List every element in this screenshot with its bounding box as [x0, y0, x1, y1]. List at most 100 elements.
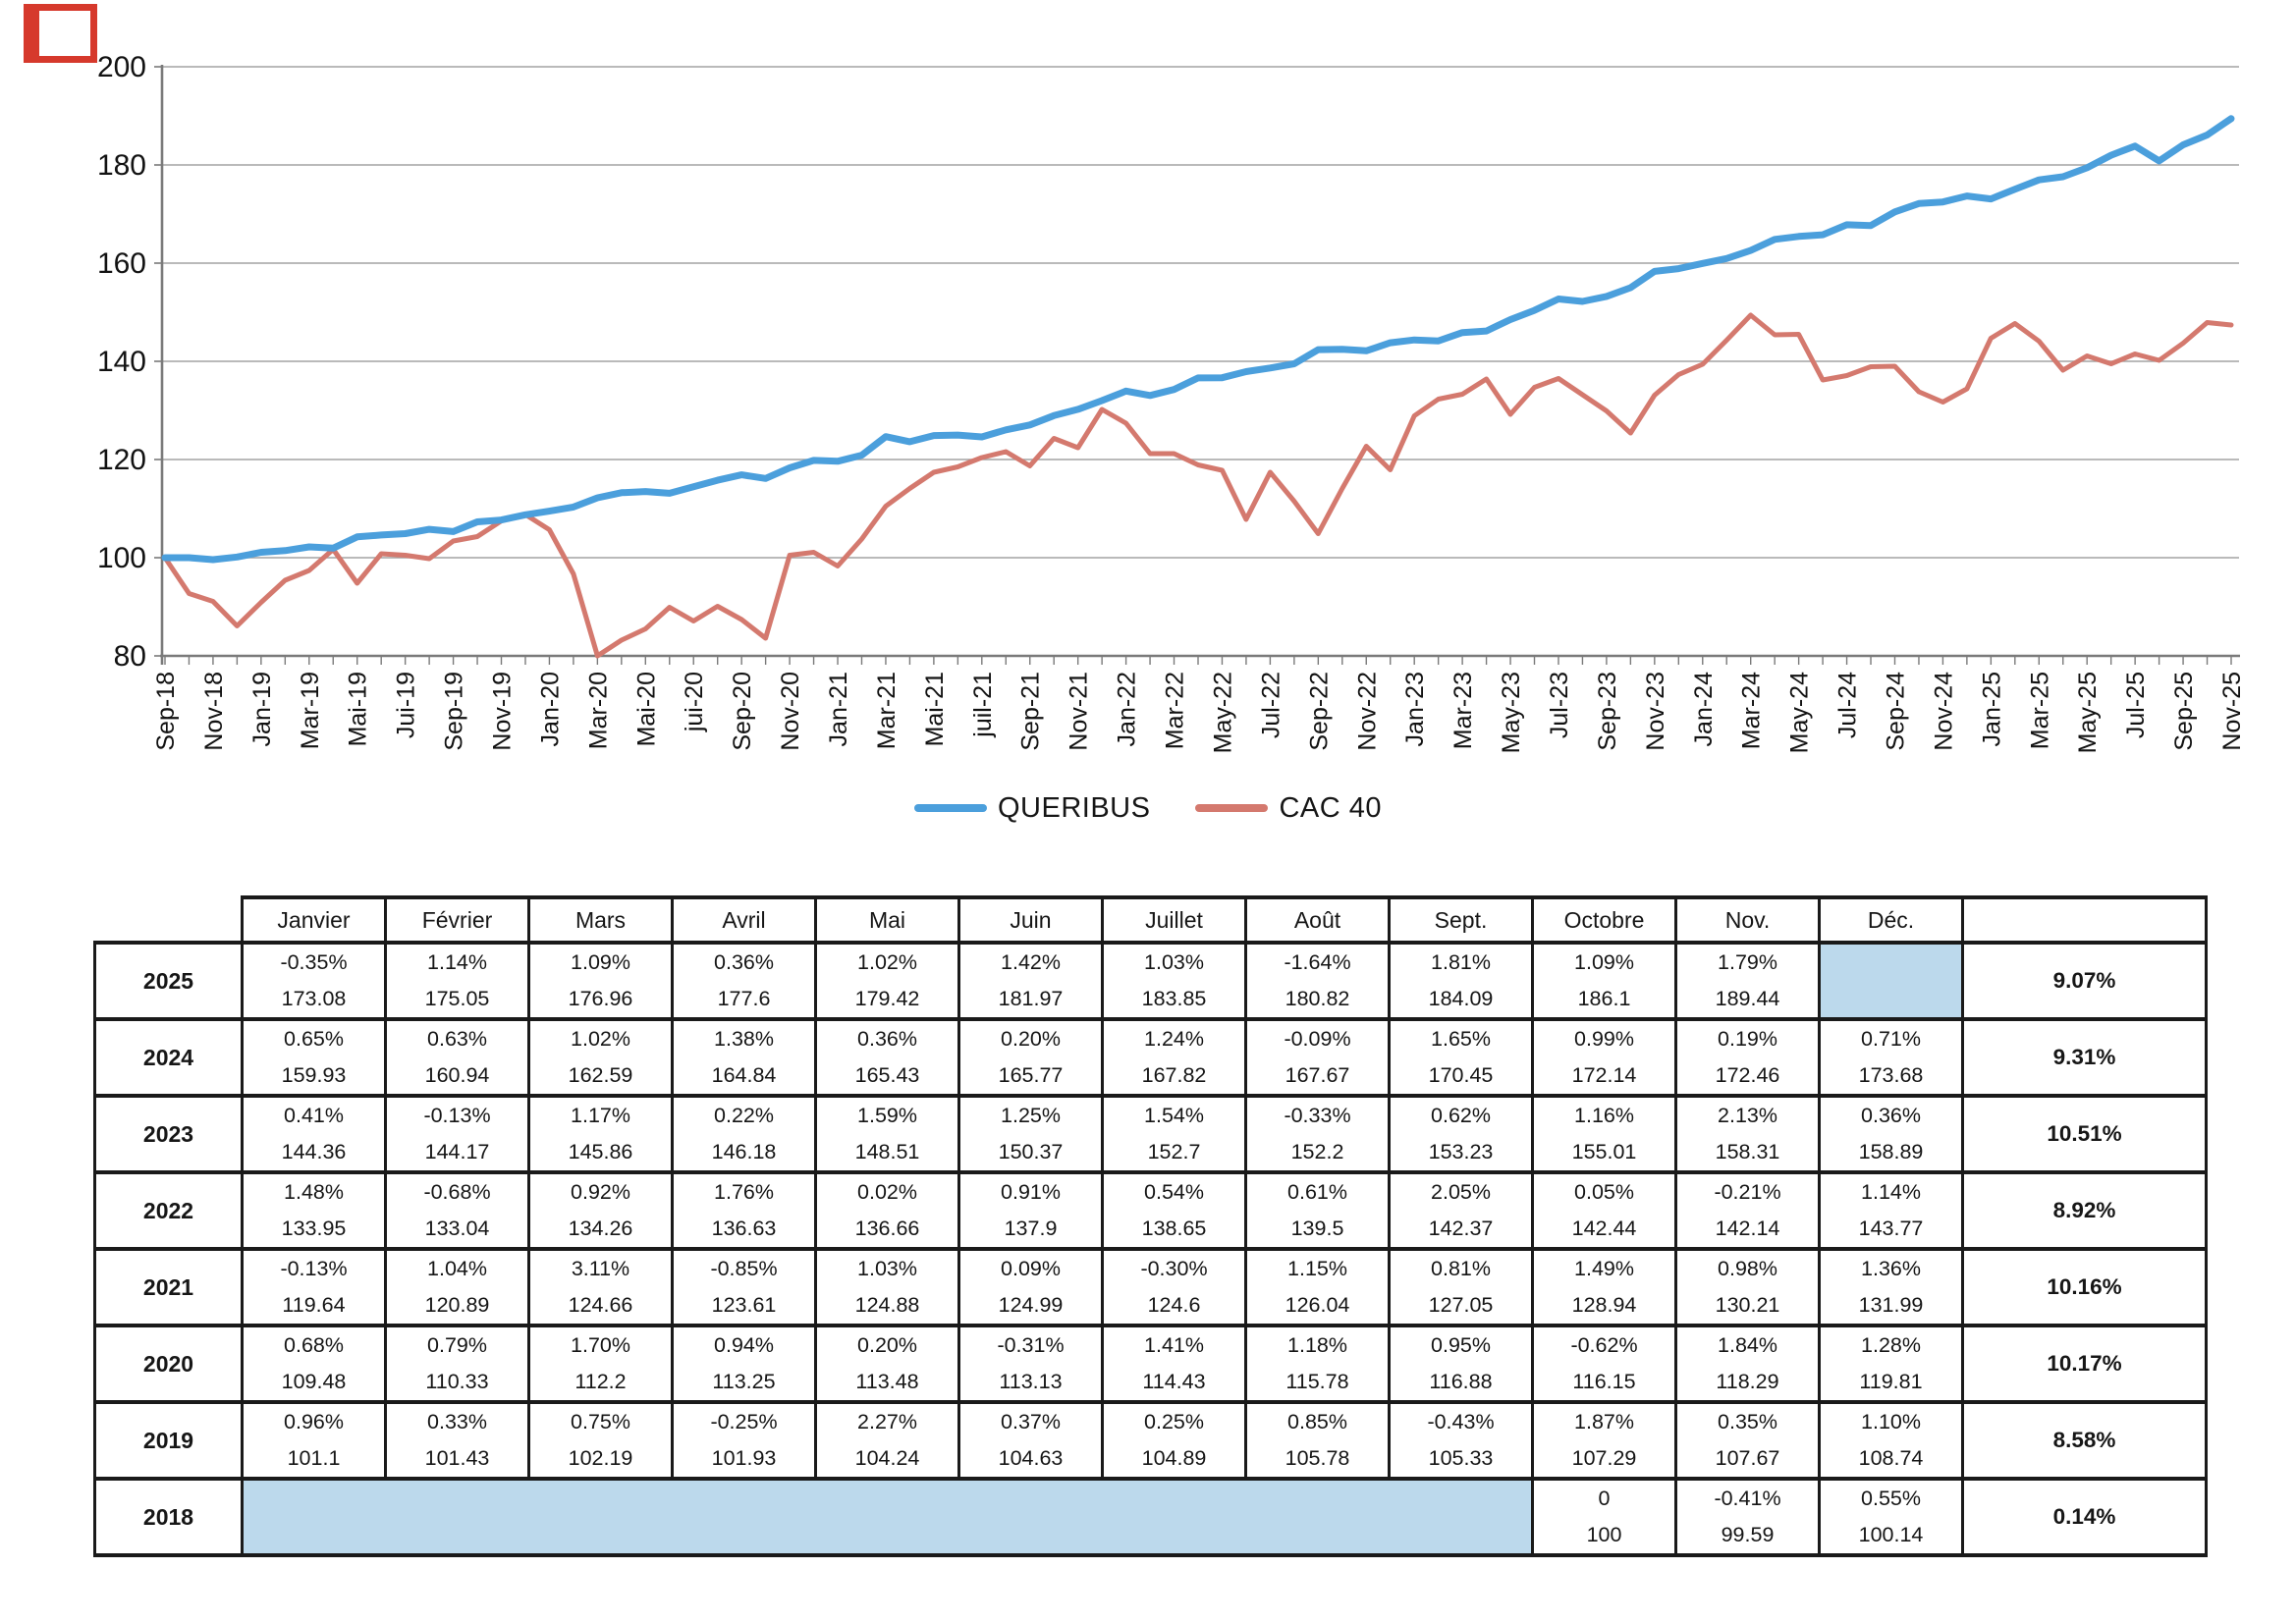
index-value: 172.14: [1571, 1063, 1637, 1087]
month-cell: 1.03% 183.85: [1101, 941, 1247, 1021]
monthly-return: 1.18%: [1287, 1333, 1347, 1357]
x-axis-label: Mar-21: [873, 672, 901, 749]
index-value: 131.99: [1858, 1293, 1924, 1317]
month-cell: 1.70% 112.2: [527, 1324, 674, 1404]
x-axis-label: Mar-19: [297, 672, 324, 749]
index-value: 112.2: [574, 1370, 627, 1393]
index-value: 136.66: [854, 1217, 920, 1240]
monthly-return: 0.33%: [427, 1410, 487, 1434]
chart-legend: QUERIBUS CAC 40: [0, 788, 2296, 828]
monthly-return: 1.04%: [427, 1257, 487, 1280]
index-value: 104.63: [998, 1446, 1064, 1470]
index-value: 123.61: [711, 1293, 777, 1317]
x-axis-label: Sep-24: [1882, 672, 1909, 751]
index-value: 160.94: [424, 1063, 490, 1087]
month-cell: 1.59% 148.51: [814, 1094, 960, 1174]
month-cell: 1.65% 170.45: [1388, 1017, 1534, 1098]
y-axis-label: 160: [97, 247, 146, 280]
index-value: 105.33: [1428, 1446, 1494, 1470]
index-value: 159.93: [281, 1063, 347, 1087]
month-cell: 1.81% 184.09: [1388, 941, 1534, 1021]
month-cell: -0.09% 167.67: [1244, 1017, 1391, 1098]
index-value: 104.89: [1141, 1446, 1207, 1470]
month-cell: -0.21% 142.14: [1674, 1170, 1821, 1251]
index-value: 130.21: [1715, 1293, 1780, 1317]
x-axis-label: Nov-21: [1066, 672, 1093, 751]
monthly-return: 1.09%: [1574, 950, 1634, 974]
x-axis-label: Jan-22: [1114, 672, 1141, 746]
month-cell: -0.68% 133.04: [384, 1170, 530, 1251]
index-value: 119.64: [282, 1293, 346, 1317]
monthly-return: -0.33%: [1284, 1104, 1351, 1127]
monthly-return: 1.03%: [1144, 950, 1204, 974]
monthly-return: -0.13%: [280, 1257, 348, 1280]
annual-total-cell: 8.92%: [1961, 1170, 2208, 1251]
index-value: 139.5: [1290, 1217, 1344, 1240]
index-value: 167.67: [1285, 1063, 1350, 1087]
index-value: 148.51: [854, 1140, 920, 1163]
month-header: Février: [384, 895, 530, 945]
cac40-line: [162, 312, 2234, 659]
monthly-return: 1.76%: [714, 1180, 774, 1204]
index-value: 142.37: [1428, 1217, 1494, 1240]
year-cell: 2019: [93, 1400, 244, 1481]
x-axis-label: Mar-25: [2026, 672, 2053, 749]
x-axis-label: Sep-19: [441, 672, 468, 751]
monthly-return: 0.20%: [857, 1333, 917, 1357]
index-value: 181.97: [998, 987, 1064, 1010]
monthly-return: 0.96%: [284, 1410, 344, 1434]
index-value: 124.66: [568, 1293, 633, 1317]
monthly-performance-table-wrap: Janvier Février Mars Avril Mai Juin Juillet Aoû…: [93, 895, 2208, 1557]
monthly-return: 1.87%: [1574, 1410, 1634, 1434]
x-axis-label: Nov-22: [1353, 672, 1381, 751]
monthly-return: -0.62%: [1570, 1333, 1638, 1357]
queribus-line-swatch: [913, 804, 987, 812]
month-cell: 0.99% 172.14: [1531, 1017, 1677, 1098]
monthly-return: 0.95%: [1431, 1333, 1491, 1357]
month-cell: 0.61% 139.5: [1244, 1170, 1391, 1251]
month-cell: -0.31% 113.13: [957, 1324, 1104, 1404]
x-axis-label: Jui-19: [393, 672, 420, 738]
month-cell: -0.41% 99.59: [1674, 1477, 1821, 1557]
x-axis-label: Mai-19: [345, 672, 372, 746]
month-cell: 0.92% 134.26: [527, 1170, 674, 1251]
x-axis-label: Jan-25: [1978, 672, 2005, 746]
x-axis-label: Jul-25: [2122, 672, 2150, 738]
monthly-return: 0.99%: [1574, 1027, 1634, 1051]
year-cell: 2018: [93, 1477, 244, 1557]
month-cell: 0.33% 101.43: [384, 1400, 530, 1481]
x-axis-label: Jan-21: [825, 672, 852, 746]
index-value: 167.82: [1141, 1063, 1207, 1087]
month-cell: 0.98% 130.21: [1674, 1247, 1821, 1327]
monthly-return: 0.63%: [427, 1027, 487, 1051]
month-cell: 0 100: [1531, 1477, 1677, 1557]
month-cell: 1.76% 136.63: [671, 1170, 817, 1251]
monthly-return: 1.59%: [857, 1104, 917, 1127]
monthly-return: -0.41%: [1714, 1487, 1781, 1510]
year-row-2020: 2020 0.68% 109.48 0.79% 110.33 1.70% 112.2 0.94…: [93, 1324, 2208, 1404]
month-cell: 0.25% 104.89: [1101, 1400, 1247, 1481]
month-cell: 1.18% 115.78: [1244, 1324, 1391, 1404]
index-value: 142.14: [1715, 1217, 1780, 1240]
monthly-return: 1.24%: [1144, 1027, 1204, 1051]
index-value: 175.05: [424, 987, 490, 1010]
index-value: 110.33: [425, 1370, 489, 1393]
monthly-return: 1.16%: [1574, 1104, 1634, 1127]
x-axis-label: Nov-20: [777, 672, 804, 751]
month-cell: 1.42% 181.97: [957, 941, 1104, 1021]
year-cell: 2021: [93, 1247, 244, 1327]
x-axis-label: Nov-18: [200, 672, 228, 751]
index-value: 173.68: [1858, 1063, 1924, 1087]
month-header: Mai: [814, 895, 960, 945]
x-axis-label: Jul-23: [1546, 672, 1573, 738]
index-value: 104.24: [854, 1446, 920, 1470]
monthly-return: 1.54%: [1144, 1104, 1204, 1127]
monthly-return: 1.17%: [571, 1104, 630, 1127]
monthly-return: -0.85%: [710, 1257, 778, 1280]
monthly-return: 0.02%: [857, 1180, 917, 1204]
index-value: 177.6: [717, 987, 771, 1010]
index-value: 180.82: [1285, 987, 1350, 1010]
x-axis-label: Jan-24: [1690, 672, 1718, 747]
month-cell: 1.09% 176.96: [527, 941, 674, 1021]
index-value: 114.43: [1142, 1370, 1206, 1393]
